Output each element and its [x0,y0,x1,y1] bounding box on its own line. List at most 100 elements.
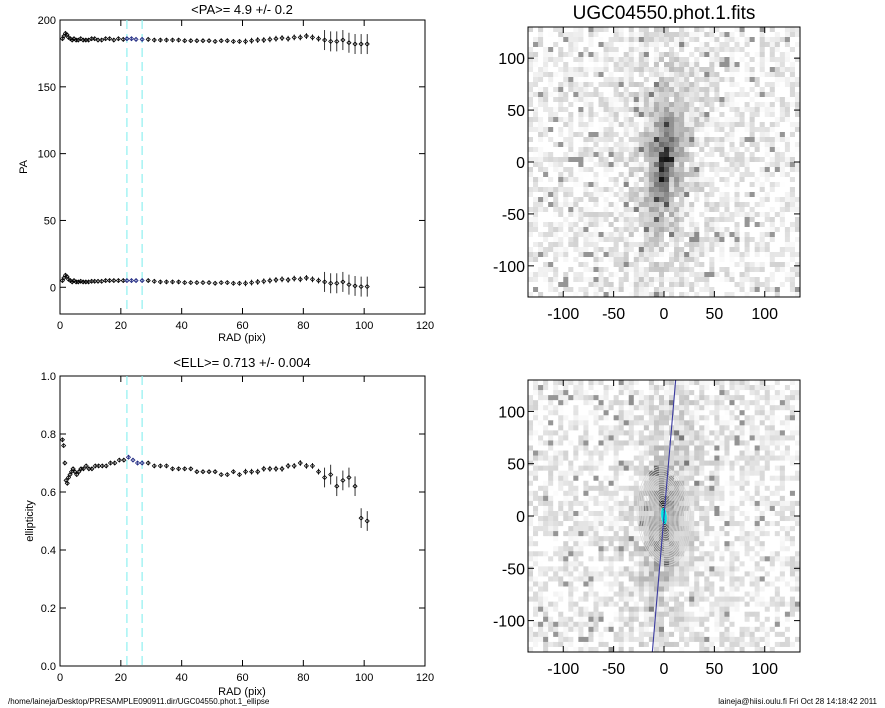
img1-pixels-pixel [553,82,559,88]
img2-pixels-pixel [789,430,796,436]
img1-pixels-pixel [749,122,756,128]
img1-pixels-pixel [638,242,645,248]
img1-pixels-pixel [774,217,781,223]
img1-pixels-pixel [794,252,800,258]
img1-pixels-pixel [769,157,776,163]
img1-pixels-pixel [638,177,645,183]
img1-pixels-pixel [568,252,574,258]
img2-pixels-pixel [719,415,725,421]
img1-pixels-pixel [658,62,665,68]
img1-pixels-pixel [588,27,594,33]
img2-pixels-pixel [679,405,685,411]
img1-pixels-pixel [689,287,695,293]
ell-x-tick-label: 80 [297,672,309,684]
img1-pixels-pixel [734,152,740,158]
img1-pixels-pixel [719,232,725,238]
img1-pixels-pixel [563,277,569,283]
img2-pixels-pixel [689,425,695,431]
img2-pixels-pixel [764,430,771,436]
img1-pixels-pixel [709,197,715,203]
img1-pixels-pixel [754,222,761,228]
pa-data-point [139,36,145,42]
img1-pixels-pixel [638,72,645,78]
img1-pixels-pixel [689,82,695,88]
img2-pixels-pixel [608,475,615,482]
img1-pixels-pixel [578,232,584,238]
img1-pixels-pixel [638,217,645,223]
img1-pixels-pixel [603,112,609,118]
img1-pixels-pixel [784,287,791,293]
image-y-tick-label: -50 [502,207,525,224]
img1-pixels-pixel [658,47,665,53]
img2-pixels-pixel [789,475,796,482]
img2-pixels-pixel [739,450,745,456]
img1-pixels-pixel [734,42,740,48]
img1-pixels-pixel [709,187,715,193]
img1-pixels-pixel [658,177,665,183]
img2-pixels-pixel [618,385,625,391]
img1-pixels-pixel [528,282,534,288]
img1-pixels-pixel [643,27,650,33]
img1-pixels-pixel [719,32,725,38]
img1-pixels-pixel [724,142,730,148]
img1-pixels-pixel [603,42,609,48]
img2-pixels-pixel [658,390,665,396]
img2-pixels-pixel [774,485,781,492]
img2-pixels-pixel [749,445,756,451]
img2-pixels-pixel [573,495,579,502]
img1-pixels-pixel [628,147,635,153]
img1-pixels-pixel [694,287,700,293]
img1-pixels-pixel [679,192,685,198]
img2-pixels-pixel [563,510,569,517]
img2-pixels-pixel [754,505,761,512]
img2-pixels-pixel [674,455,680,461]
img2-pixels-pixel [719,410,725,416]
img2-pixels-pixel [618,505,625,512]
img1-pixels-pixel [618,247,625,253]
img2-pixels-pixel [593,490,599,497]
img1-pixels-pixel [533,197,539,203]
img1-pixels-pixel [719,102,725,108]
img2-pixels-pixel [774,395,781,401]
ell-data-point [206,469,212,475]
img1-pixels-pixel [684,67,690,73]
img1-pixels-pixel [769,152,776,158]
img1-pixels-pixel [533,162,539,168]
pa-data-point [285,277,291,283]
img1-pixels-pixel [789,217,796,223]
img1-pixels-pixel [749,42,756,48]
img2-pixels-pixel [543,465,549,472]
img1-pixels-pixel [789,52,796,58]
img2-pixels-pixel [679,430,685,436]
img2-pixels-pixel [633,490,640,497]
img2-pixels-pixel [653,390,660,396]
img1-pixels-pixel [533,122,539,128]
pa-data-point [78,36,84,42]
img2-pixels-pixel [568,400,574,406]
ell-title: <ELL>= 0.713 +/- 0.004 [173,355,310,370]
img1-pixels-pixel [749,187,756,193]
img2-pixels-pixel [704,425,710,431]
img1-pixels-pixel [578,117,584,123]
img1-pixels-pixel [648,227,655,233]
img2-pixels-pixel [568,516,574,522]
img1-pixels-pixel [608,222,615,228]
img2-pixels-pixel [538,420,544,426]
img2-pixels-pixel [583,450,589,456]
img1-pixels-pixel [638,187,645,193]
img1-pixels-pixel [628,182,635,188]
img2-pixels-pixel [734,480,740,487]
img1-pixels-pixel [528,232,534,238]
pa-data-point [188,38,194,44]
img1-pixels-pixel [729,122,735,128]
img2-pixels-pixel [603,415,609,421]
img2-pixels-pixel [689,490,695,497]
img1-pixels-pixel [533,207,539,213]
img1-pixels-pixel [553,192,559,198]
img1-pixels-pixel [583,267,589,273]
img2-pixels-pixel [603,485,609,492]
img1-pixels-pixel [679,172,685,178]
img1-pixels-pixel [749,47,756,53]
img2-pixels-pixel [669,485,675,492]
img1-pixels-pixel [704,122,710,128]
